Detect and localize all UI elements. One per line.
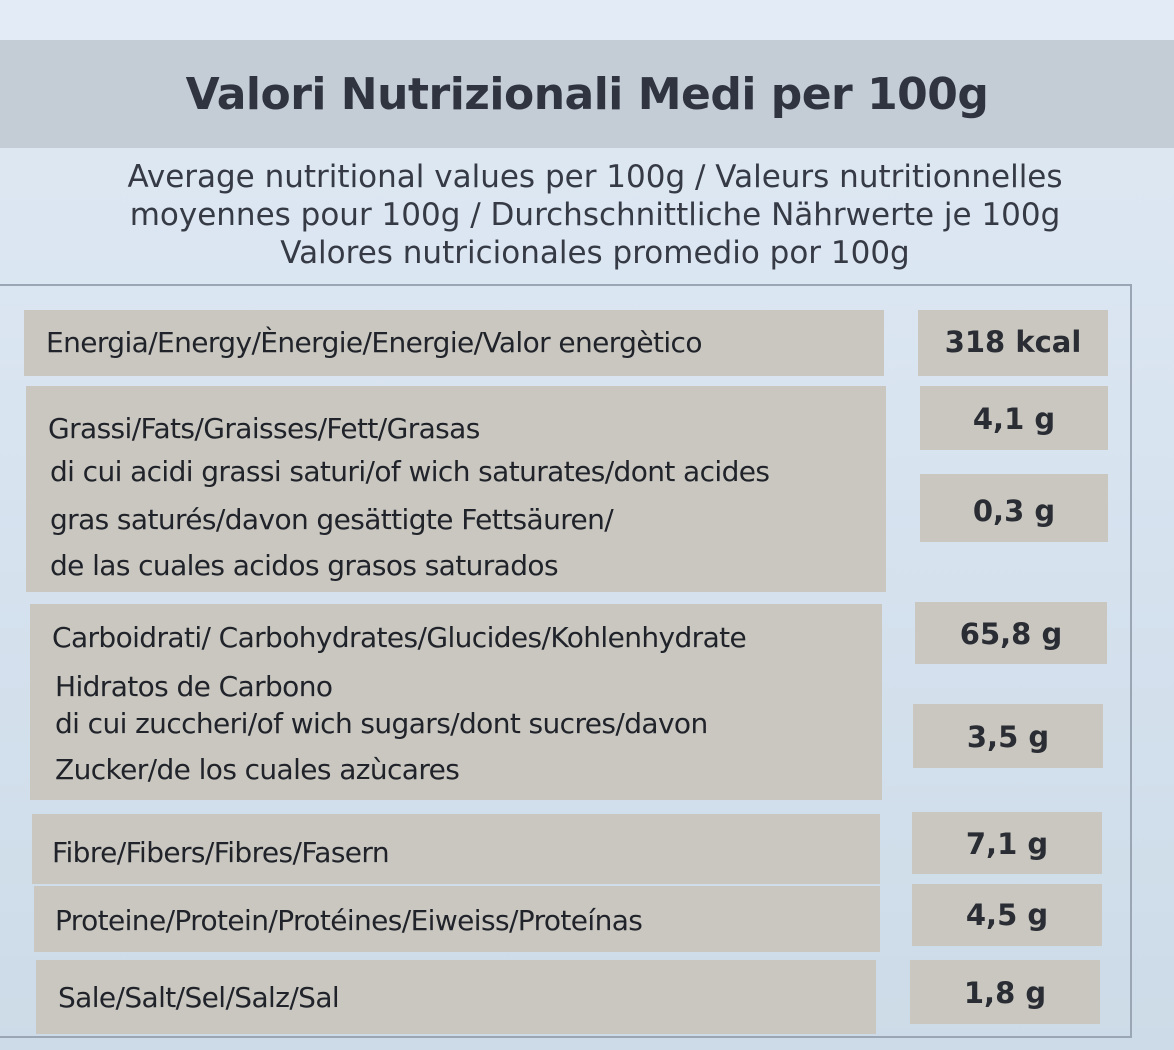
fibre-value-cell	[912, 812, 1102, 874]
carbs-value-cell	[915, 602, 1107, 664]
protein-label: Proteine/Protein/Protéines/Eiweiss/Prote…	[55, 904, 643, 937]
protein-label-cell	[34, 886, 880, 952]
fats-value: 4,1 g	[972, 402, 1056, 436]
fats-label-cell	[26, 386, 886, 592]
protein-value-cell	[912, 884, 1102, 946]
carbs-label-cell	[30, 604, 882, 800]
salt-label-cell	[36, 960, 876, 1034]
carbs-label: Hidratos de Carbono	[55, 670, 333, 703]
fats-sub-label: di cui acidi grassi saturi/of wich satur…	[50, 455, 770, 488]
protein-value: 4,5 g	[965, 898, 1049, 932]
carbs-value: 65,8 g	[959, 617, 1063, 651]
salt-value-cell	[910, 960, 1100, 1024]
subtitle: Average nutritional values per 100g / Va…	[60, 158, 1130, 272]
fats-sub-label: gras saturés/davon gesättigte Fettsäuren…	[50, 503, 614, 536]
fats-value-cell	[920, 386, 1108, 450]
carbs-sub-label: Zucker/de los cuales azùcares	[55, 753, 460, 786]
page-title: Valori Nutrizionali Medi per 100g	[185, 68, 989, 120]
carbs-sub-value-cell	[913, 704, 1103, 768]
nutrition-table-frame	[0, 284, 1132, 1038]
salt-value: 1,8 g	[963, 976, 1047, 1010]
fats-sub-label: de las cuales acidos grasos saturados	[50, 549, 559, 582]
fibre-label: Fibre/Fibers/Fibres/Fasern	[52, 836, 390, 869]
carbs-sub-value: 3,5 g	[966, 720, 1050, 754]
fibre-label-cell	[32, 814, 880, 884]
salt-label: Sale/Salt/Sel/Salz/Sal	[58, 981, 340, 1014]
fats-label: Grassi/Fats/Graisses/Fett/Grasas	[48, 412, 480, 445]
title-band: Valori Nutrizionali Medi per 100g	[0, 40, 1174, 148]
energy-value-cell	[918, 310, 1108, 376]
fibre-value: 7,1 g	[965, 827, 1049, 861]
top-strip	[0, 0, 1174, 40]
energy-value: 318 kcal	[944, 325, 1082, 359]
energy-label-cell	[24, 310, 884, 376]
subtitle-line: moyennes pour 100g / Durchschnittliche N…	[129, 197, 1061, 233]
energy-label: Energia/Energy/Ènergie/Energie/Valor ene…	[46, 326, 702, 359]
fats-sub-value: 0,3 g	[972, 494, 1056, 528]
carbs-label: Carboidrati/ Carbohydrates/Glucides/Kohl…	[52, 621, 747, 654]
carbs-sub-label: di cui zuccheri/of wich sugars/dont sucr…	[55, 707, 708, 740]
subtitle-line: Valores nutricionales promedio por 100g	[280, 235, 910, 271]
subtitle-line: Average nutritional values per 100g / Va…	[127, 159, 1063, 195]
fats-sub-value-cell	[920, 474, 1108, 542]
